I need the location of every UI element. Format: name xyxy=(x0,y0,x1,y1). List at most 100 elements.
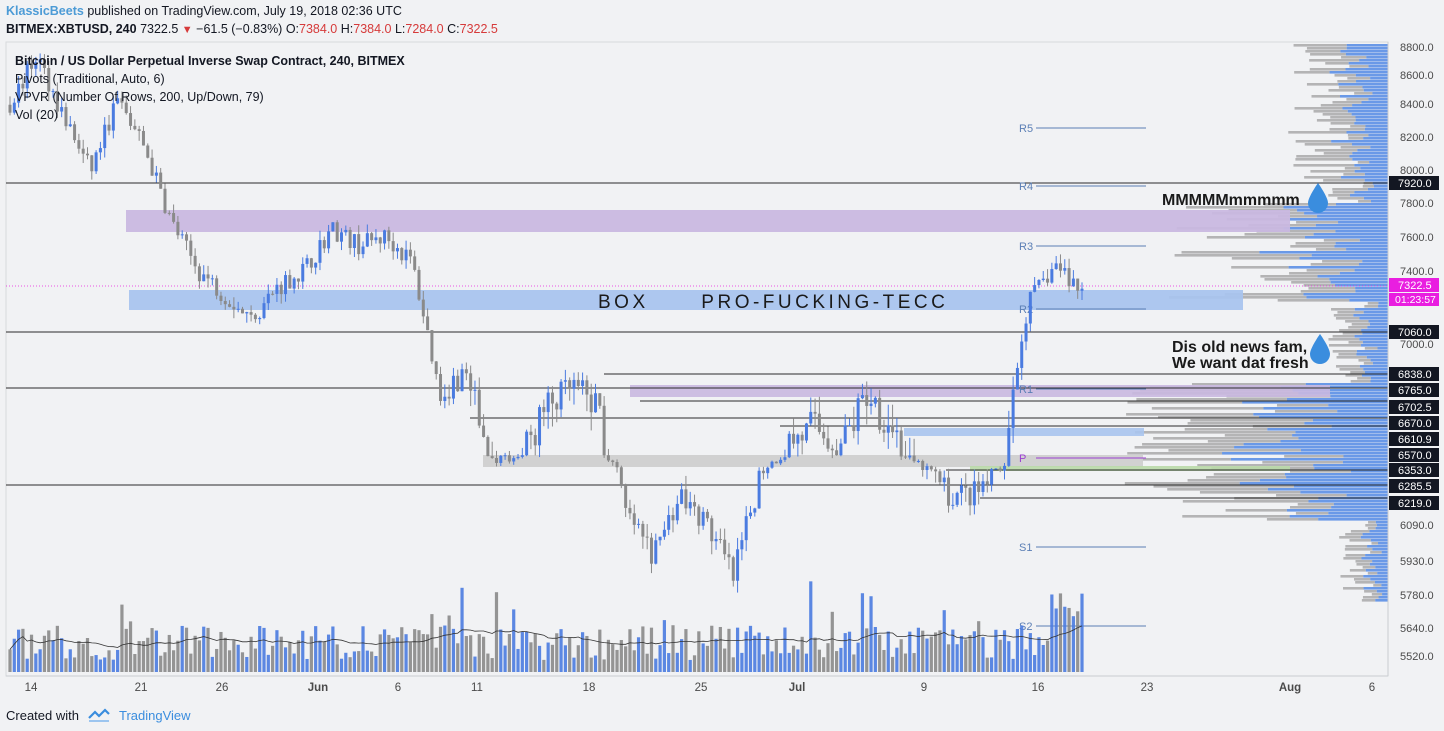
vpvr-down-bar xyxy=(1310,170,1355,173)
candle-body xyxy=(176,221,180,236)
candle-body xyxy=(869,403,873,406)
volume-bar xyxy=(395,637,400,672)
chart-pane[interactable] xyxy=(5,41,1389,677)
candle-body xyxy=(486,436,490,457)
volume-bar xyxy=(266,654,270,672)
volume-bar xyxy=(236,644,240,672)
vpvr-up-bar xyxy=(1355,74,1388,77)
vpvr-up-bar xyxy=(1280,386,1388,389)
volume-bar xyxy=(1045,640,1050,672)
vpvr-down-bar xyxy=(1293,164,1355,167)
volume-bar xyxy=(451,628,456,672)
vpvr-up-bar xyxy=(1369,323,1388,326)
price-axis[interactable] xyxy=(1388,42,1444,676)
volume-bar xyxy=(477,634,481,672)
volume-bars xyxy=(8,581,1084,672)
vpvr-down-bar xyxy=(1158,416,1260,419)
candle-body xyxy=(533,435,537,446)
vpvr-up-bar xyxy=(1355,116,1388,119)
vpvr-up-bar xyxy=(1369,161,1388,164)
vpvr-down-bar xyxy=(1367,527,1376,530)
volume-bar xyxy=(1063,606,1067,672)
volume-bar xyxy=(856,642,860,672)
candle-body xyxy=(555,403,559,410)
price-tick-label: 5520.0 xyxy=(1400,651,1434,663)
volume-bar xyxy=(641,626,645,672)
vpvr-down-bar xyxy=(1186,206,1284,209)
candle-body xyxy=(129,113,133,126)
candle-body xyxy=(1071,278,1075,287)
vpvr-up-bar xyxy=(1338,83,1388,86)
vpvr-down-bar xyxy=(1339,368,1364,371)
vpvr-down-bar xyxy=(1362,566,1376,569)
vpvr-up-bar xyxy=(1354,335,1388,338)
vpvr-up-bar xyxy=(1372,362,1388,365)
vpvr-down-bar xyxy=(1356,563,1370,566)
candle-body xyxy=(559,381,563,410)
volume-bar xyxy=(438,626,443,672)
vpvr-down-bar xyxy=(1367,302,1379,305)
candle-body xyxy=(150,157,154,176)
volume-bar xyxy=(326,634,331,672)
tradingview-brand[interactable]: TradingView xyxy=(118,707,191,723)
volume-bar xyxy=(968,635,972,672)
vpvr-down-bar xyxy=(1337,80,1357,83)
vpvr-up-bar xyxy=(1361,101,1388,104)
vpvr-up-bar xyxy=(1356,350,1388,353)
candle-body xyxy=(718,538,722,540)
vpvr-down-bar xyxy=(1153,437,1299,440)
vpvr-up-bar xyxy=(1267,488,1388,491)
vpvr-down-bar xyxy=(1264,203,1336,206)
volume-bar xyxy=(568,637,572,672)
legend-pivots[interactable]: Pivots (Traditional, Auto, 6) xyxy=(15,72,165,86)
volume-bar xyxy=(1050,594,1054,672)
time-axis-labels: 14 21 26 Jun 6 11 18 25 Jul 9 16 23 Aug 6 xyxy=(25,682,1376,694)
volume-bar xyxy=(886,631,890,672)
price-level-label: 7060.0 xyxy=(1398,327,1432,339)
candle-body xyxy=(30,63,34,69)
volume-bar xyxy=(925,638,929,672)
candle-body xyxy=(598,393,602,406)
candle-body xyxy=(817,413,821,432)
vpvr-up-bar xyxy=(1293,485,1388,488)
volume-bar xyxy=(150,628,154,672)
vpvr-up-bar xyxy=(1335,203,1388,206)
legend-vol[interactable]: Vol (20) xyxy=(15,108,59,122)
vpvr-down-bar xyxy=(1266,518,1319,521)
candle-body xyxy=(387,230,391,242)
volume-bar xyxy=(1080,593,1084,672)
vpvr-up-bar xyxy=(1286,509,1388,512)
vpvr-down-bar xyxy=(1304,176,1342,179)
vpvr-up-bar xyxy=(1253,413,1388,416)
vpvr-up-bar xyxy=(1378,542,1388,545)
last-price: 7322.5 xyxy=(140,22,179,36)
legend-vpvr[interactable]: VPVR (Number Of Rows, 200, Up/Down, 79) xyxy=(15,90,264,104)
vpvr-down-bar xyxy=(1358,200,1371,203)
vpvr-up-bar xyxy=(1263,407,1388,410)
candle-body xyxy=(830,448,834,451)
volume-bar xyxy=(481,636,486,672)
candle-body xyxy=(714,538,718,542)
volume-bar xyxy=(740,652,744,672)
vpvr-down-bar xyxy=(1308,287,1356,290)
volume-bar xyxy=(835,651,839,672)
candle-body xyxy=(167,212,171,214)
vpvr-down-bar xyxy=(1373,584,1382,587)
vpvr-up-bar xyxy=(1288,266,1388,269)
vpvr-up-bar xyxy=(1370,200,1388,203)
candle-body xyxy=(809,411,813,424)
vpvr-up-bar xyxy=(1308,500,1388,503)
candle-body xyxy=(279,284,283,295)
candle-body xyxy=(546,392,550,413)
volume-bar xyxy=(378,634,382,672)
candle-body xyxy=(197,266,201,282)
candle-body xyxy=(731,557,735,581)
author-name[interactable]: KlassicBeets xyxy=(6,4,84,18)
vpvr-down-bar xyxy=(1328,194,1351,197)
volume-bar xyxy=(826,643,830,672)
volume-bar xyxy=(766,636,770,672)
volume-bar xyxy=(400,627,404,672)
vpvr-down-bar xyxy=(1348,326,1368,329)
volume-bar xyxy=(55,625,59,672)
